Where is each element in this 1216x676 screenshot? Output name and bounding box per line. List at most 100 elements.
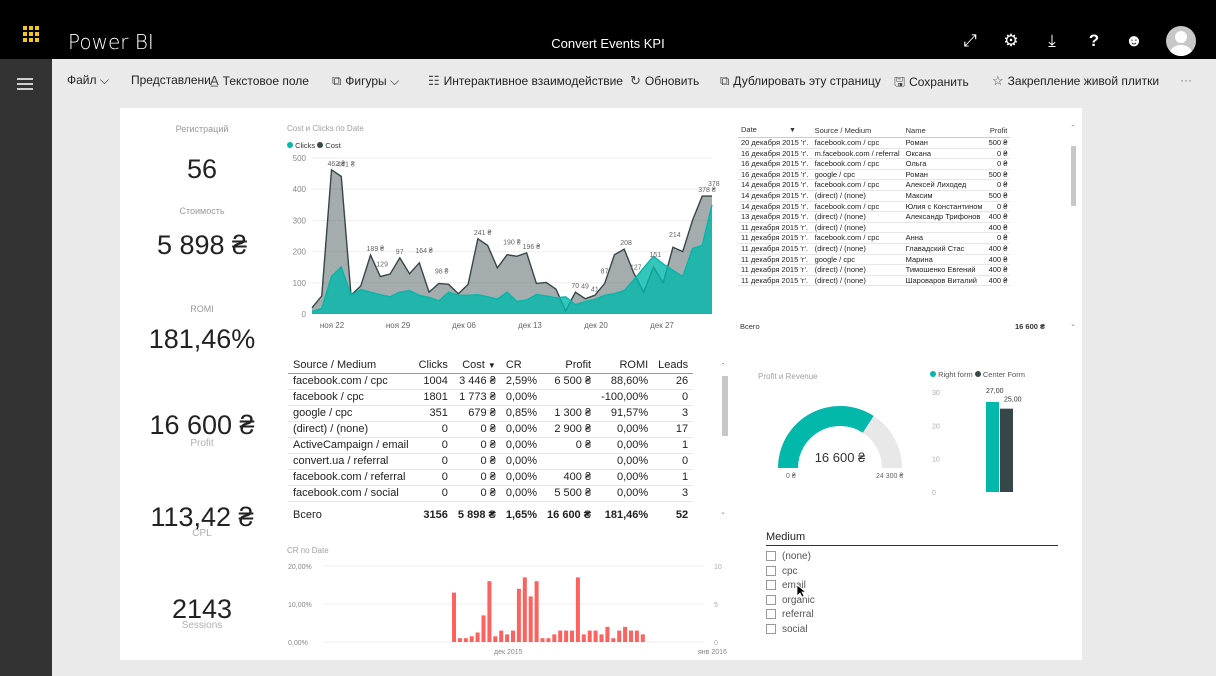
table-row[interactable]: convert.ua / referral 0 0 ₴ 0,00% 0,00% 0 — [288, 453, 694, 470]
slicer-item[interactable]: referral — [766, 608, 1058, 623]
profit-revenue-gauge[interactable]: 16 600 ₴ 0 ₴ 24 300 ₴ — [760, 384, 920, 484]
source-table-scrollbar[interactable]: ⌃ ⌄ — [720, 362, 729, 522]
textbox-button[interactable]: A̲ Текстовое поле — [210, 73, 309, 88]
bar[interactable] — [522, 577, 527, 642]
menu-view[interactable]: Представлени — [131, 73, 211, 87]
bar[interactable] — [593, 630, 598, 642]
save-button[interactable]: 🖫 Сохранить — [894, 73, 969, 95]
bar[interactable] — [546, 638, 551, 642]
table-row[interactable]: facebook / cpc 1801 1 773 ₴ 0,00% -100,00% 0 — [288, 389, 694, 406]
table-row[interactable]: 16 декабря 2015 'г'. facebook.com / cpc Ол… — [738, 158, 1011, 170]
col-date[interactable]: Date ▼ — [738, 124, 812, 138]
bar[interactable] — [581, 634, 586, 642]
bar[interactable] — [457, 638, 462, 642]
menu-file[interactable]: Файл ⌵ — [67, 73, 109, 88]
col-leads[interactable]: Leads — [653, 358, 694, 374]
checkbox[interactable] — [766, 594, 776, 605]
bar[interactable] — [570, 630, 574, 642]
scroll-thumb[interactable] — [722, 376, 728, 436]
smiley-icon[interactable]: ☻ — [1125, 31, 1143, 50]
shapes-button[interactable]: ⧉ Фигуры ⌵ — [332, 73, 399, 89]
scroll-thumb[interactable] — [1071, 146, 1076, 206]
slicer-item[interactable]: organic — [766, 594, 1058, 609]
slicer-item[interactable]: email — [766, 579, 1058, 594]
fullscreen-icon[interactable]: ⤢ — [963, 31, 977, 50]
table-row[interactable]: 11 декабря 2015 'г'. (direct) / (none) 400… — [738, 222, 1011, 234]
bar[interactable] — [505, 634, 510, 642]
table-row[interactable]: (direct) / (none) 0 0 ₴ 0,00% 2 900 ₴ 0,00% 17 — [288, 421, 694, 438]
gear-icon[interactable]: ⚙ — [1003, 31, 1019, 50]
help-icon[interactable]: ? — [1088, 31, 1100, 50]
bar[interactable] — [587, 630, 592, 642]
table-row[interactable]: 13 декабря 2015 'г'. (direct) / (none) Але… — [738, 211, 1011, 223]
col-cost[interactable]: Cost ▼ — [452, 358, 501, 374]
scroll-up-icon[interactable]: ⌃ — [720, 363, 726, 370]
bar[interactable] — [558, 630, 563, 642]
bar[interactable] — [499, 630, 504, 642]
checkbox[interactable] — [766, 580, 776, 591]
table-row[interactable]: 11 декабря 2015 'г'. (direct) / (none) Гла… — [738, 243, 1011, 255]
bar[interactable] — [469, 636, 474, 642]
hamburger-icon[interactable] — [17, 78, 33, 93]
bar[interactable] — [534, 581, 539, 642]
bar[interactable] — [986, 402, 999, 492]
slicer-item[interactable]: cpc — [766, 565, 1058, 580]
scroll-down-icon[interactable]: ⌄ — [720, 509, 726, 516]
bar[interactable] — [564, 630, 569, 642]
table-row[interactable]: 20 декабря 2015 'г'. facebook.com / cpc Ро… — [738, 137, 1011, 149]
bar[interactable] — [552, 634, 557, 642]
bar[interactable] — [511, 630, 515, 642]
duplicate-page-button[interactable]: ⧉ Дублировать эту страницу — [720, 73, 881, 89]
table-row[interactable]: 11 декабря 2015 'г'. (direct) / (none) Шар… — [738, 275, 1011, 287]
bar[interactable] — [481, 615, 486, 642]
table-row[interactable]: 11 декабря 2015 'г'. google / cpc Марина 40… — [738, 254, 1011, 266]
table-row[interactable]: 14 декабря 2015 'г'. facebook.com / cpc Юл… — [738, 201, 1011, 213]
bar[interactable] — [493, 636, 498, 642]
bar[interactable] — [640, 634, 645, 642]
bar[interactable] — [623, 626, 628, 642]
col-profit-b[interactable]: Profit — [542, 358, 597, 374]
slicer-item[interactable]: (none) — [766, 550, 1058, 565]
table-row[interactable]: 14 декабря 2015 'г'. facebook.com / cpc Ал… — [738, 179, 1011, 191]
col-cr[interactable]: CR — [500, 358, 543, 374]
scroll-down-icon[interactable]: ⌄ — [1070, 321, 1076, 328]
bar[interactable] — [516, 588, 521, 642]
leads-table-scrollbar[interactable]: ⌃ ⌄ — [1070, 124, 1078, 330]
checkbox[interactable] — [766, 623, 776, 634]
bar[interactable] — [599, 634, 604, 642]
cost-clicks-area-chart[interactable]: 0 100 200 300 400 500 ноя 22 ноя 29 дек 06 дек 13… — [280, 152, 720, 342]
col-source[interactable]: Source / Medium — [811, 124, 903, 138]
download-icon[interactable]: ⤓ — [1048, 31, 1056, 50]
checkbox[interactable] — [766, 565, 776, 576]
table-row[interactable]: 11 декабря 2015 'г'. facebook.com / cpc Ан… — [738, 232, 1011, 244]
bar[interactable] — [487, 581, 492, 642]
slicer-item[interactable]: social — [766, 623, 1058, 638]
bar[interactable] — [1000, 408, 1013, 492]
bar[interactable] — [634, 630, 639, 642]
bar[interactable] — [463, 638, 468, 642]
table-row[interactable]: 14 декабря 2015 'г'. (direct) / (none) Мак… — [738, 190, 1011, 202]
col-name[interactable]: Name — [902, 124, 986, 138]
pin-live-tile-button[interactable]: ☆ Закрепление живой плитки — [992, 73, 1159, 89]
col-source-medium[interactable]: Source / Medium — [288, 358, 414, 374]
bar[interactable] — [617, 630, 622, 642]
scroll-up-icon[interactable]: ⌃ — [1070, 125, 1076, 132]
bar[interactable] — [605, 626, 610, 642]
col-clicks[interactable]: Clicks — [413, 358, 453, 374]
table-row[interactable]: ActiveCampaign / email 0 0 ₴ 0,00% 0 ₴ 0,00% 1 — [288, 437, 694, 454]
col-romi[interactable]: ROMI — [596, 358, 654, 374]
table-row[interactable]: 11 декабря 2015 'г'. (direct) / (none) Тим… — [738, 264, 1011, 276]
more-options-button[interactable]: ··· — [1180, 73, 1192, 87]
refresh-button[interactable]: ↻ Обновить — [630, 73, 699, 89]
bar[interactable] — [452, 592, 456, 642]
table-row[interactable]: facebook.com / cpc 1004 3 446 ₴ 2,59% 6 500 … — [288, 373, 694, 390]
checkbox[interactable] — [766, 551, 776, 562]
bar[interactable] — [611, 638, 616, 642]
table-row[interactable]: facebook.com / referral 0 0 ₴ 0,00% 400 ₴ 0,0… — [288, 469, 694, 486]
bar[interactable] — [475, 632, 480, 643]
table-row[interactable]: 16 декабря 2015 'г'. m.facebook.com / ref… — [738, 148, 1011, 160]
interactions-button[interactable]: ☷ Интерактивное взаимодействие — [428, 73, 623, 89]
bar[interactable] — [540, 638, 545, 642]
cr-by-date-chart[interactable]: 0,00% 10,00% 20,00% 0 5 10 дек 2015 янв 2016 — [280, 554, 740, 660]
